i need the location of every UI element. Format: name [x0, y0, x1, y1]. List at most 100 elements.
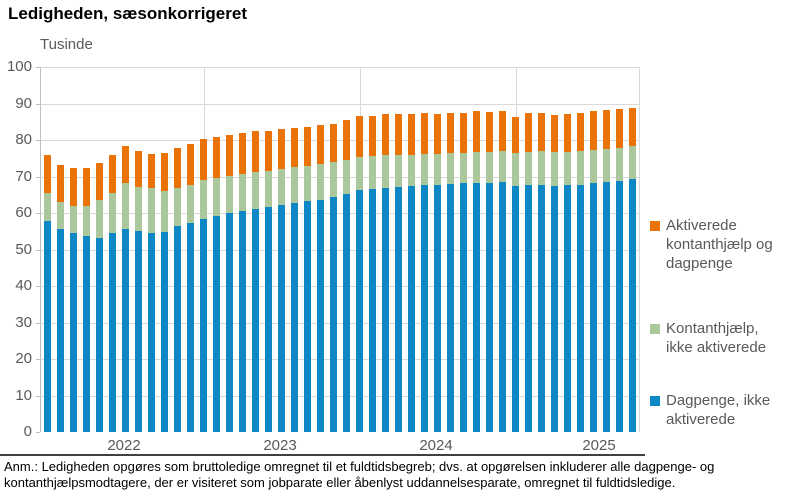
bar-segment — [525, 113, 532, 152]
bar-segment — [57, 164, 64, 202]
y-tick-label-80: 80 — [15, 131, 32, 148]
bar-segment — [213, 177, 220, 216]
bar-segment — [239, 132, 246, 174]
y-tick-mark — [36, 432, 40, 433]
bar-segment — [200, 180, 207, 220]
bar-segment — [616, 148, 623, 181]
x-axis-label-2024: 2024 — [419, 437, 453, 454]
bar-segment — [551, 152, 558, 186]
bar-segment — [512, 152, 519, 186]
footnote-line-2: kontanthjælpsmodtagere, der er visiteret… — [4, 475, 676, 490]
bar-segment — [70, 168, 77, 206]
bar-segment — [304, 126, 311, 166]
bar-segment — [44, 154, 51, 194]
y-tick-label-10: 10 — [15, 386, 32, 404]
bar-segment — [486, 111, 493, 153]
bar-segment — [213, 136, 220, 178]
bar-segment — [148, 153, 155, 188]
bar-segment — [252, 131, 259, 173]
bar-segment — [96, 163, 103, 200]
bar-segment — [291, 127, 298, 168]
bar-segment — [460, 153, 467, 184]
bar-segment — [408, 154, 415, 186]
bar-segment — [57, 201, 64, 229]
bar-segment — [278, 129, 285, 169]
bar-segment — [577, 112, 584, 151]
chart-title: Ledigheden, sæsonkorrigeret — [8, 4, 247, 23]
bar-segment — [291, 167, 298, 204]
bar-segment — [174, 187, 181, 226]
x-axis-label-2022: 2022 — [107, 437, 141, 454]
gridline-y-90 — [41, 103, 639, 105]
bar-segment — [590, 183, 597, 432]
y-tick-mark — [36, 67, 40, 68]
bar-segment — [499, 151, 506, 182]
bar-segment — [83, 167, 90, 206]
bar-segment — [564, 151, 571, 186]
y-tick-mark — [36, 103, 40, 105]
bar-segment — [447, 112, 454, 154]
bar-segment — [629, 179, 636, 432]
bar-segment — [447, 183, 454, 432]
bar-segment — [551, 185, 558, 432]
legend-label: Dagpenge, ikke aktiverede — [666, 392, 771, 428]
bar-segment — [122, 229, 129, 432]
bar-segment — [343, 119, 350, 160]
bar-segment — [161, 152, 168, 192]
bar-segment — [239, 173, 246, 211]
bar-segment — [135, 230, 142, 432]
y-tick-mark — [36, 176, 40, 178]
bar-segment — [57, 228, 64, 432]
y-tick-label-0: 0 — [23, 423, 32, 440]
bar-segment — [330, 197, 337, 432]
bar-segment — [616, 180, 623, 432]
bar-segment — [109, 154, 116, 194]
legend-swatch-icon — [650, 324, 660, 334]
y-tick-mark — [36, 249, 40, 251]
bar-segment — [109, 233, 116, 432]
bar-segment — [96, 199, 103, 238]
bar-segment — [109, 193, 116, 234]
gridline-y-60 — [41, 213, 639, 214]
gridline-y-50 — [41, 249, 639, 251]
chart-legend: Aktiverede kontanthjælp og dagpenge Konta… — [650, 216, 796, 429]
bar-segment — [473, 111, 480, 152]
bar-segment — [590, 149, 597, 184]
bar-segment — [538, 150, 545, 185]
bar-segment — [369, 115, 376, 157]
bar-segment — [499, 181, 506, 432]
bar-segment — [252, 208, 259, 432]
bar-segment — [577, 150, 584, 185]
gridline-y-70 — [41, 176, 639, 178]
bar-segment — [434, 113, 441, 154]
gridline-y-10 — [41, 395, 639, 397]
bar-segment — [486, 152, 493, 183]
bar-segment — [577, 184, 584, 432]
bar-segment — [382, 187, 389, 432]
bar-segment — [148, 232, 155, 432]
legend-item: Aktiverede kontanthjælp og dagpenge — [650, 216, 796, 273]
legend-swatch-icon — [650, 221, 660, 231]
bar-segment — [473, 182, 480, 432]
legend-label: Aktiverede kontanthjælp og dagpenge — [666, 217, 773, 272]
bar-segment — [538, 184, 545, 432]
bar-segment — [148, 187, 155, 233]
bar-segment — [369, 189, 376, 432]
x-axis-label-2025: 2025 — [582, 437, 616, 454]
y-tick-mark — [36, 286, 40, 287]
legend-label: Kontanthjælp, ikke aktiverede — [666, 320, 767, 356]
y-tick-label-90: 90 — [15, 94, 32, 112]
bar-segment — [187, 185, 194, 223]
gridline-y-100 — [41, 67, 639, 68]
y-tick-mark — [36, 359, 40, 360]
bar-segment — [551, 114, 558, 153]
bar-segment — [70, 205, 77, 233]
bar-segment — [434, 153, 441, 185]
plot-area — [40, 67, 640, 432]
bar-segment — [239, 210, 246, 432]
y-tick-mark — [36, 213, 40, 214]
bar-segment — [382, 155, 389, 188]
bar-segment — [161, 191, 168, 232]
bar-segment — [603, 149, 610, 182]
